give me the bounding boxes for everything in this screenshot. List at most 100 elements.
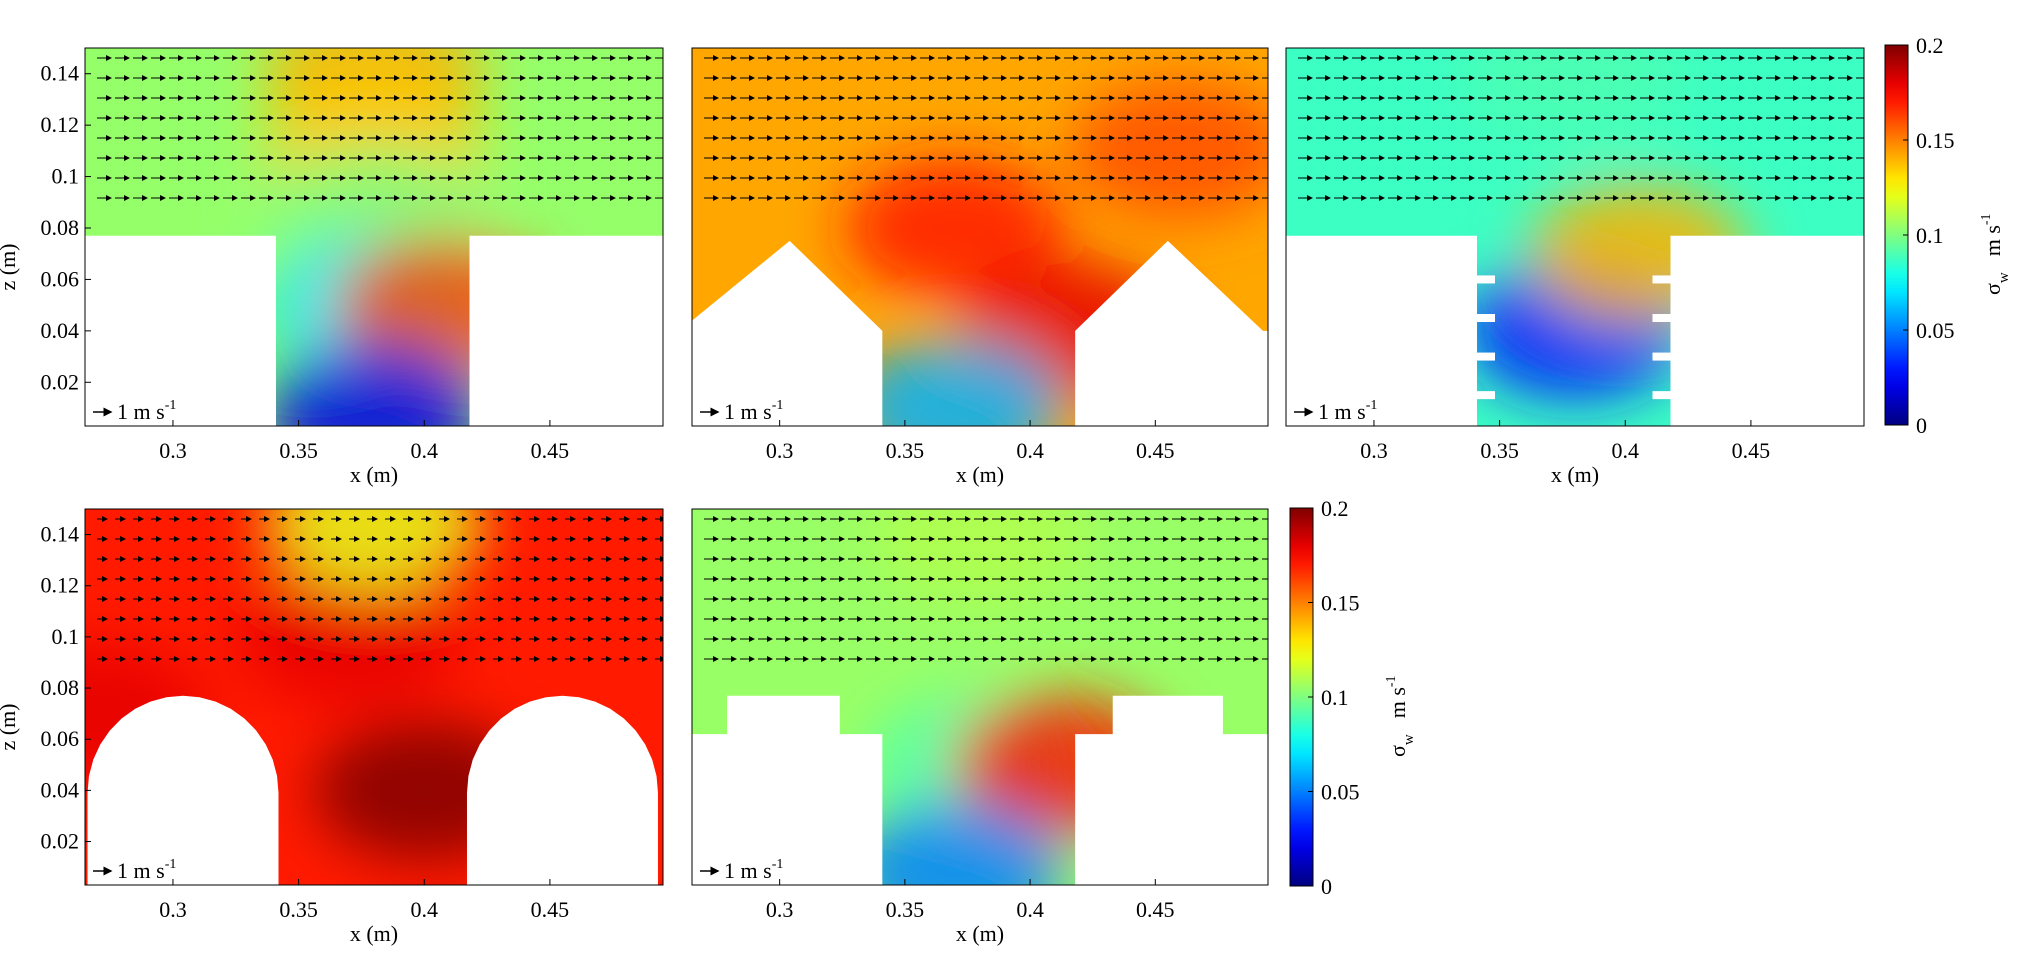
x-tick-label: 0.3 bbox=[1360, 438, 1388, 463]
axes-box bbox=[1285, 47, 1865, 427]
x-tick-label: 0.35 bbox=[279, 438, 318, 463]
field-peak bbox=[1070, 80, 1268, 221]
x-tick-label: 0.45 bbox=[1136, 438, 1175, 463]
balcony-left bbox=[1476, 314, 1495, 322]
building-2 bbox=[466, 695, 658, 893]
colorbar-1: 0 0.05 0.1 0.15 0.2 σwm s-1 bbox=[1884, 33, 2012, 438]
building-1 bbox=[679, 695, 883, 893]
building-2 bbox=[1075, 695, 1281, 893]
building-1 bbox=[679, 240, 883, 434]
velocity-vectors bbox=[704, 516, 1268, 662]
x-tick-label: 0.4 bbox=[1016, 897, 1044, 922]
y-tick-label: 0.14 bbox=[41, 61, 80, 86]
x-tick-label: 0.35 bbox=[886, 897, 925, 922]
field-peak bbox=[238, 566, 459, 707]
velocity-vectors bbox=[1298, 55, 1864, 201]
balcony-left bbox=[1476, 391, 1495, 400]
colorbar-2: 0 0.05 0.1 0.15 0.2 σwm s-1 bbox=[1289, 496, 1417, 899]
velocity-vectors bbox=[97, 55, 663, 201]
axes-box bbox=[84, 508, 664, 886]
colorbar-tick-label: 0.15 bbox=[1916, 128, 1955, 153]
colorbar-tick-label: 0.2 bbox=[1916, 33, 1944, 58]
colorbar-tick-label: 0.05 bbox=[1321, 780, 1360, 805]
y-tick-label: 0.12 bbox=[41, 573, 80, 598]
y-tick-label: 0.08 bbox=[41, 675, 80, 700]
colorbar-tick-label: 0 bbox=[1916, 413, 1927, 438]
panel-5: 0.3 0.35 0.4 0.45x (m)1 m s-1 bbox=[679, 508, 1281, 946]
x-axis-label: x (m) bbox=[350, 921, 398, 946]
balcony-left bbox=[1476, 275, 1495, 284]
reference-vector: 1 m s-1 bbox=[700, 398, 783, 424]
field-peak bbox=[844, 802, 1065, 885]
building-1 bbox=[87, 695, 279, 893]
reference-label: 1 m s-1 bbox=[724, 398, 783, 424]
colorbar-tick-label: 0.1 bbox=[1916, 223, 1944, 248]
x-axis-label: x (m) bbox=[1551, 462, 1599, 487]
y-tick-label: 0.08 bbox=[41, 215, 80, 240]
axes-box bbox=[691, 47, 1269, 427]
colorbar-tick-label: 0 bbox=[1321, 874, 1332, 899]
y-axis-label: z (m) bbox=[0, 703, 20, 750]
panel-1: 0.3 0.35 0.4 0.45 x (m) 0.02 0.04 0.06 0.08 0.1 0.… bbox=[0, 47, 676, 487]
x-tick-label: 0.45 bbox=[531, 438, 570, 463]
field-peak bbox=[844, 338, 1065, 426]
building-2 bbox=[469, 235, 676, 434]
x-tick-label: 0.3 bbox=[766, 438, 794, 463]
y-tick-label: 0.1 bbox=[52, 624, 80, 649]
field-peak bbox=[264, 509, 484, 592]
building-2 bbox=[1670, 235, 1877, 434]
field-peak bbox=[264, 343, 484, 426]
panel-4: 0.3 0.35 0.4 0.45 x (m) 0.02 0.04 0.06 0.08 0.1 0.… bbox=[0, 508, 664, 946]
axes-box bbox=[691, 508, 1269, 886]
x-tick-label: 0.45 bbox=[1136, 897, 1175, 922]
x-axis-label: x (m) bbox=[956, 462, 1004, 487]
x-tick-label: 0.4 bbox=[1612, 438, 1640, 463]
y-tick-label: 0.1 bbox=[52, 164, 80, 189]
x-tick-label: 0.35 bbox=[886, 438, 925, 463]
y-tick-label: 0.02 bbox=[41, 829, 80, 854]
x-tick-label: 0.3 bbox=[159, 897, 187, 922]
y-tick-label: 0.04 bbox=[41, 777, 80, 802]
axes-box bbox=[84, 47, 664, 427]
balcony-right bbox=[1652, 391, 1671, 400]
y-tick-label: 0.04 bbox=[41, 318, 80, 343]
x-tick-label: 0.4 bbox=[411, 897, 439, 922]
x-tick-label: 0.4 bbox=[411, 438, 439, 463]
colorbar-tick-label: 0.05 bbox=[1916, 318, 1955, 343]
colorbar-tick-label: 0.2 bbox=[1321, 496, 1349, 521]
x-tick-label: 0.45 bbox=[531, 897, 570, 922]
panel-2: 0.3 0.35 0.4 0.45 x (m) 1 m s-1 bbox=[679, 47, 1281, 487]
x-tick-label: 0.3 bbox=[159, 438, 187, 463]
x-tick-label: 0.3 bbox=[766, 897, 794, 922]
balcony-right bbox=[1652, 314, 1671, 322]
velocity-vectors bbox=[704, 55, 1268, 201]
building-1 bbox=[1273, 235, 1477, 434]
y-tick-label: 0.06 bbox=[41, 266, 80, 291]
building-1 bbox=[72, 235, 276, 434]
y-tick-label: 0.06 bbox=[41, 726, 80, 751]
x-tick-label: 0.4 bbox=[1016, 438, 1044, 463]
x-tick-label: 0.45 bbox=[1732, 438, 1771, 463]
velocity-vectors bbox=[97, 516, 663, 662]
balcony-left bbox=[1476, 352, 1495, 361]
x-tick-label: 0.35 bbox=[279, 897, 318, 922]
colorbar-label: σwm s-1 bbox=[1979, 213, 2012, 295]
colorbar-label: σwm s-1 bbox=[1384, 675, 1417, 757]
colorbar-tick-label: 0.15 bbox=[1321, 591, 1360, 616]
y-tick-label: 0.12 bbox=[41, 112, 80, 137]
y-tick-label: 0.14 bbox=[41, 522, 80, 547]
y-tick-label: 0.02 bbox=[41, 369, 80, 394]
y-axis-label: z (m) bbox=[0, 243, 20, 290]
x-tick-label: 0.35 bbox=[1480, 438, 1519, 463]
x-axis-label: x (m) bbox=[956, 921, 1004, 946]
colorbar-tick-label: 0.1 bbox=[1321, 685, 1349, 710]
field-peak bbox=[844, 158, 1065, 298]
field-peak bbox=[1465, 48, 1685, 144]
x-axis-label: x (m) bbox=[350, 462, 398, 487]
building-2 bbox=[1075, 240, 1281, 434]
field-peak bbox=[870, 509, 1090, 605]
balcony-right bbox=[1652, 275, 1671, 284]
panel-3: 0.3 0.35 0.4 0.45x (m)1 m s-1 bbox=[1273, 47, 1877, 487]
balcony-right bbox=[1652, 352, 1671, 361]
